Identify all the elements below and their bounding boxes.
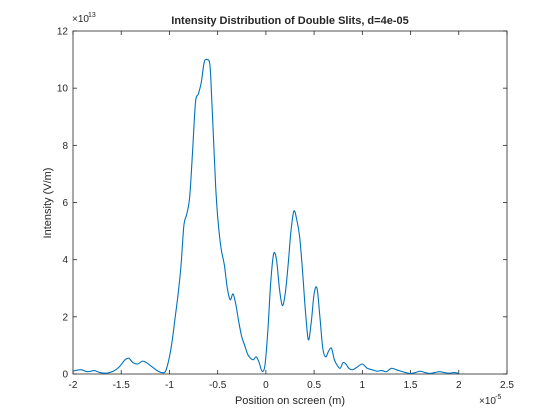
y-tick-label: 2 <box>62 312 68 323</box>
x-tick-label: -2 <box>69 380 78 391</box>
x-tick-label: -0.5 <box>209 380 227 391</box>
intensity-series-line <box>72 58 459 374</box>
x-tick-label: 0.5 <box>307 380 321 391</box>
x-axis-label: Position on screen (m) <box>235 395 345 407</box>
x-tick-label: 2.5 <box>500 380 514 391</box>
plot-area: -2 -1.5 -1 -0.5 0 0.5 1 1.5 2 2.5 0 2 4 6 8 10 12 <box>57 27 515 392</box>
chart-title: Intensity Distribution of Double Slits, … <box>171 15 408 27</box>
x-exponent: ×10 -5 <box>479 394 501 407</box>
y-tick-label: 6 <box>62 198 68 209</box>
y-axis-label: Intensity (V/m) <box>42 168 54 239</box>
x-tick-label: -1.5 <box>113 380 131 391</box>
y-exponent-base: ×10 <box>72 14 89 25</box>
x-exponent-power: -5 <box>495 394 501 401</box>
y-tick-label: 0 <box>62 370 68 381</box>
x-tick-label: 0 <box>263 380 269 391</box>
x-tick-label: 1 <box>360 380 366 391</box>
x-tick-label: 2 <box>456 380 462 391</box>
y-tick-label: 12 <box>57 27 69 38</box>
y-exponent-power: 13 <box>88 12 96 19</box>
y-tick-label: 4 <box>62 255 68 266</box>
y-exponent: ×10 13 <box>72 12 96 25</box>
y-tick-label: 8 <box>62 141 68 152</box>
y-tick-label: 10 <box>57 84 69 95</box>
axes-box <box>72 30 508 375</box>
x-tick-label: 1.5 <box>404 380 418 391</box>
x-exponent-base: ×10 <box>479 396 496 407</box>
x-tick-label: -1 <box>165 380 174 391</box>
